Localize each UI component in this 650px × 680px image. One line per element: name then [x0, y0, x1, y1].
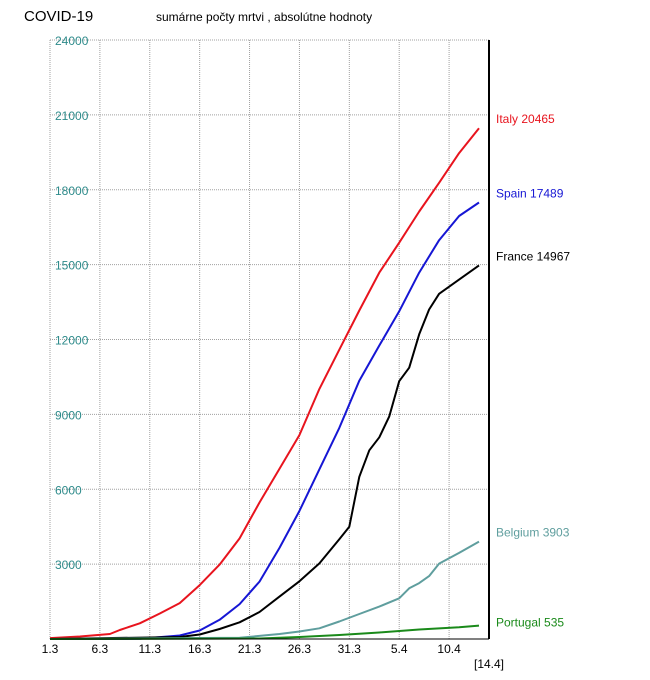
chart-title: COVID-19: [24, 8, 94, 25]
series-line-france: [49, 264, 480, 640]
x-tick-label: 11.3: [139, 642, 162, 656]
y-tick-label: 24000: [55, 34, 89, 48]
x-tick-label: 10.4: [437, 642, 461, 656]
grid-lines: [49, 39, 489, 639]
x-tick-label: 21.3: [238, 642, 262, 656]
series-label-belgium: Belgium 3903: [496, 526, 570, 540]
series-line-belgium: [49, 540, 480, 640]
series-lines: [49, 127, 480, 640]
y-axis-tick-labels: 3000 6000 9000 12000 15000 18000 21000 24000: [55, 34, 89, 572]
x-tick-label: 26.3: [288, 642, 312, 656]
x-tick-label: 16.3: [188, 642, 212, 656]
series-line-italy: [49, 127, 480, 640]
y-tick-label: 12000: [55, 334, 89, 348]
y-tick-label: 6000: [55, 483, 82, 497]
y-tick-label: 21000: [55, 109, 89, 123]
series-label-spain: Spain 17489: [496, 187, 564, 201]
x-tick-label: 6.3: [92, 642, 109, 656]
y-tick-label: 18000: [55, 184, 89, 198]
chart-subtitle: sumárne počty mrtvi , absolútne hodnoty: [156, 10, 373, 24]
series-line-portugal: [49, 624, 480, 640]
y-tick-label: 9000: [55, 408, 82, 422]
x-axis-tick-labels: 1.3 6.3 11.3 16.3 21.3 26.3 31.3 5.4 10.4 [14.4]: [42, 642, 504, 671]
series-end-labels: Italy 20465 Spain 17489 France 14967 Belgiu…: [496, 112, 570, 629]
series-label-france: France 14967: [496, 249, 570, 263]
y-tick-label: 3000: [55, 558, 82, 572]
series-line-spain: [49, 201, 480, 640]
series-label-italy: Italy 20465: [496, 112, 555, 126]
x-end-label: [14.4]: [474, 657, 504, 671]
x-tick-label: 31.3: [338, 642, 362, 656]
y-tick-label: 15000: [55, 259, 89, 273]
x-tick-label: 1.3: [42, 642, 59, 656]
series-label-portugal: Portugal 535: [496, 616, 564, 630]
x-tick-label: 5.4: [391, 642, 408, 656]
